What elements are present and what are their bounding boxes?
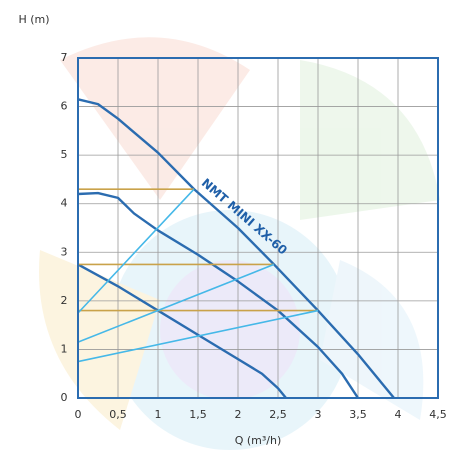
plot-border bbox=[77, 57, 439, 399]
curve bbox=[77, 188, 195, 314]
background-watermark bbox=[39, 37, 440, 450]
curve bbox=[77, 309, 319, 363]
x-tick-label: 2 bbox=[235, 408, 242, 421]
x-axis-label: Q (m³/h) bbox=[235, 434, 282, 447]
curve bbox=[77, 191, 360, 399]
y-tick-label: 5 bbox=[61, 148, 68, 161]
lines bbox=[77, 98, 395, 399]
y-tick-label: 2 bbox=[61, 294, 68, 307]
x-tick-label: 1,5 bbox=[189, 408, 207, 421]
y-tick-label: 0 bbox=[61, 391, 68, 404]
x-tick-label: 0 bbox=[75, 408, 82, 421]
y-tick-label: 3 bbox=[61, 245, 68, 258]
x-tick-label: 4,5 bbox=[429, 408, 447, 421]
x-tick-label: 3,5 bbox=[349, 408, 367, 421]
x-tick-label: 4 bbox=[395, 408, 402, 421]
curve bbox=[77, 263, 275, 343]
y-axis-label: H (m) bbox=[18, 13, 49, 26]
curve bbox=[77, 263, 287, 399]
curve bbox=[77, 98, 395, 399]
y-tick-label: 6 bbox=[61, 100, 68, 113]
x-tick-label: 0,5 bbox=[109, 408, 127, 421]
x-tick-label: 2,5 bbox=[269, 408, 287, 421]
x-tick-label: 1 bbox=[155, 408, 162, 421]
y-tick-label: 1 bbox=[61, 342, 68, 355]
x-tick-label: 3 bbox=[315, 408, 322, 421]
y-tick-label: 7 bbox=[61, 51, 68, 64]
y-tick-label: 4 bbox=[61, 197, 68, 210]
